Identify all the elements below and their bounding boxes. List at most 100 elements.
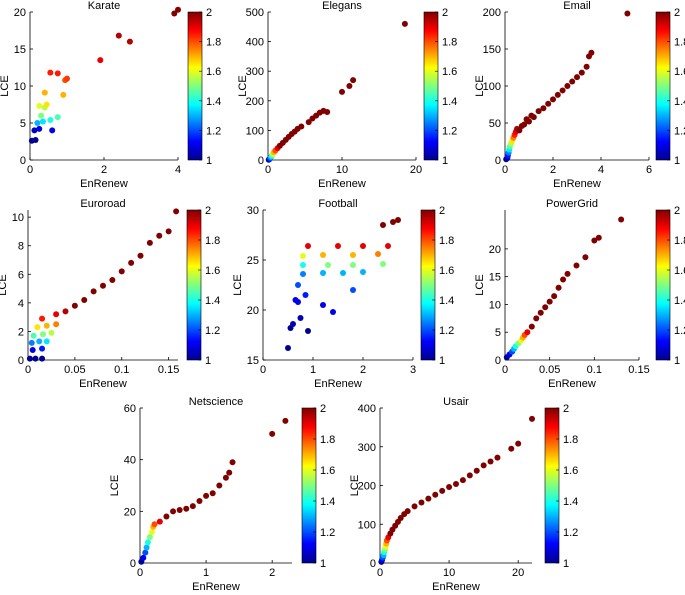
colorbar-tick-label: 1 <box>563 558 569 570</box>
colorbar-tick-label: 1 <box>442 155 448 167</box>
data-point <box>360 243 366 249</box>
data-point <box>36 125 43 132</box>
data-point <box>537 309 544 316</box>
data-point <box>39 345 46 352</box>
x-tick-label: 20 <box>512 567 524 579</box>
colorbar-tick-label: 1 <box>320 558 326 570</box>
data-point <box>324 109 331 116</box>
data-point <box>521 121 528 128</box>
data-point <box>53 311 60 318</box>
data-point <box>171 10 178 17</box>
colorbar <box>187 11 203 161</box>
colorbar-tick-label: 1.2 <box>563 527 578 539</box>
y-tick-label: 0 <box>495 155 501 167</box>
x-tick-label: 1 <box>310 364 316 376</box>
y-axis-label: LCE <box>474 75 486 96</box>
x-tick-label: 0.15 <box>158 364 179 376</box>
y-tick-label: 400 <box>246 37 264 49</box>
data-point <box>148 529 155 535</box>
colorbar-tick-label: 1.8 <box>320 434 335 446</box>
data-point <box>71 302 78 309</box>
data-point <box>302 292 309 298</box>
data-point <box>144 539 151 546</box>
data-point <box>142 549 149 556</box>
data-point <box>39 315 46 322</box>
data-point <box>229 459 236 466</box>
data-point <box>578 69 585 76</box>
data-point <box>146 534 153 541</box>
x-tick-label: 6 <box>646 164 652 176</box>
x-axis-label: EnRenew <box>548 378 596 390</box>
y-axis-label: LCE <box>237 75 249 96</box>
x-tick-label: 0 <box>377 567 383 579</box>
y-tick-label: 200 <box>246 96 264 108</box>
data-point <box>516 127 523 134</box>
panel-email: Email 0 2 4 6 0 50 100 150 200 EnRenew LCE 1 1.2 1.4 1.… <box>474 0 685 190</box>
data-point <box>340 270 346 276</box>
y-axis-label: LCE <box>232 274 244 295</box>
data-point <box>32 137 39 144</box>
y-tick-label: 200 <box>358 481 376 493</box>
colorbar-tick-label: 1 <box>674 355 680 367</box>
data-point <box>360 269 366 275</box>
data-point <box>226 469 233 476</box>
data-point <box>81 297 88 303</box>
data-point <box>41 89 48 96</box>
colorbar-tick-label: 2 <box>439 205 445 217</box>
data-point <box>196 498 203 504</box>
data-point <box>453 480 459 487</box>
data-point <box>446 484 453 491</box>
y-tick-label: 40 <box>124 455 136 467</box>
data-point <box>282 417 289 424</box>
data-point <box>397 515 404 522</box>
y-tick-label: 300 <box>358 442 376 454</box>
data-point <box>295 299 301 305</box>
y-tick-label: 100 <box>246 125 264 137</box>
data-point <box>550 96 556 103</box>
data-point <box>559 87 566 94</box>
chart-title: PowerGrid <box>546 198 598 210</box>
colorbar-tick-label: 2 <box>206 7 212 19</box>
panel-karate: Karate 0 2 4 0 5 10 15 20 EnRenew LCE 1 1.2 1.4 1.6 1.8… <box>0 0 221 190</box>
data-point <box>60 91 67 98</box>
data-point <box>540 105 547 112</box>
data-point <box>137 252 144 259</box>
y-tick-label: 400 <box>358 403 376 415</box>
colorbar-tick-label: 1.2 <box>205 325 220 337</box>
data-point <box>222 474 229 481</box>
data-point <box>32 355 39 362</box>
data-point <box>43 101 50 108</box>
colorbar-tick-label: 1.2 <box>320 527 335 539</box>
data-point <box>618 216 625 223</box>
data-point <box>189 503 196 510</box>
data-point <box>146 239 153 246</box>
data-point <box>320 270 326 276</box>
data-point <box>269 430 276 437</box>
colorbar-tick-label: 2 <box>205 205 211 217</box>
x-tick-label: 4 <box>175 164 181 176</box>
y-axis-label: LCE <box>109 475 121 496</box>
y-tick-label: 5 <box>495 327 501 339</box>
colorbar-tick-label: 1.8 <box>674 235 685 247</box>
data-point <box>542 304 549 311</box>
colorbar-tick-label: 1.4 <box>674 96 685 108</box>
data-point <box>163 513 170 520</box>
data-point <box>350 262 356 268</box>
y-tick-label: 15 <box>247 355 259 367</box>
y-axis-label: LCE <box>474 274 486 295</box>
colorbar-tick-label: 1.8 <box>206 37 221 49</box>
y-tick-label: 0 <box>258 155 264 167</box>
data-point <box>524 329 531 336</box>
y-axis-label: LCE <box>349 475 361 496</box>
x-tick-label: 2 <box>101 164 107 176</box>
data-point <box>535 108 542 115</box>
y-tick-label: 10 <box>489 299 501 311</box>
colorbar <box>655 11 671 161</box>
data-point <box>109 277 116 283</box>
colorbar-tick-label: 1.2 <box>439 325 454 337</box>
colorbar-tick-label: 1.6 <box>439 265 454 277</box>
data-point <box>151 521 158 528</box>
data-point <box>573 262 580 269</box>
data-point <box>624 10 631 17</box>
